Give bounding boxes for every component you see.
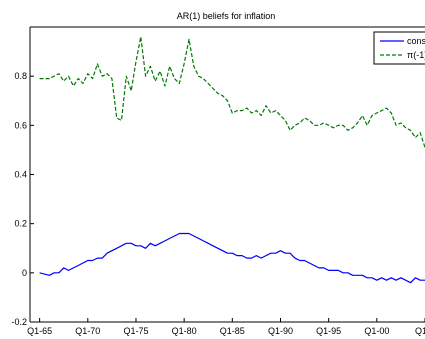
x-tick-label: Q1-80 — [172, 326, 197, 336]
y-tick-label: 0.4 — [14, 170, 27, 180]
y-tick-label: 0.2 — [14, 219, 27, 229]
plot-area: -0.2 0 0.2 0.4 0.6 0.8 Q1-65 Q1-70 Q1-75 Q1-80 Q1-… — [11, 26, 425, 336]
y-tick-label: -0.2 — [11, 317, 27, 327]
y-tick-label: 0.8 — [14, 71, 27, 81]
series-line-cons — [39, 232, 425, 284]
x-tick-label: Q1-75 — [123, 326, 148, 336]
series-line-pi-lag — [39, 36, 425, 148]
x-tick-label: Q1-65 — [27, 326, 52, 336]
legend-box — [373, 31, 425, 65]
legend-label-cons: cons — [407, 36, 425, 46]
x-tick-label: Q1-90 — [268, 326, 293, 336]
x-tick-label: Q1-00 — [364, 326, 389, 336]
y-tick-label: 0 — [22, 268, 27, 278]
x-tick-label: Q1-85 — [220, 326, 245, 336]
chart-title: AR(1) beliefs for inflation — [177, 11, 276, 21]
x-tick-label: Q1-70 — [75, 326, 100, 336]
x-tick-label: Q1-95 — [316, 326, 341, 336]
legend: cons π(-1) — [373, 31, 425, 65]
y-tick-label: 0.6 — [14, 120, 27, 130]
x-tick-label: Q1-0 — [415, 326, 425, 336]
legend-label-pi: π(-1) — [407, 50, 425, 60]
